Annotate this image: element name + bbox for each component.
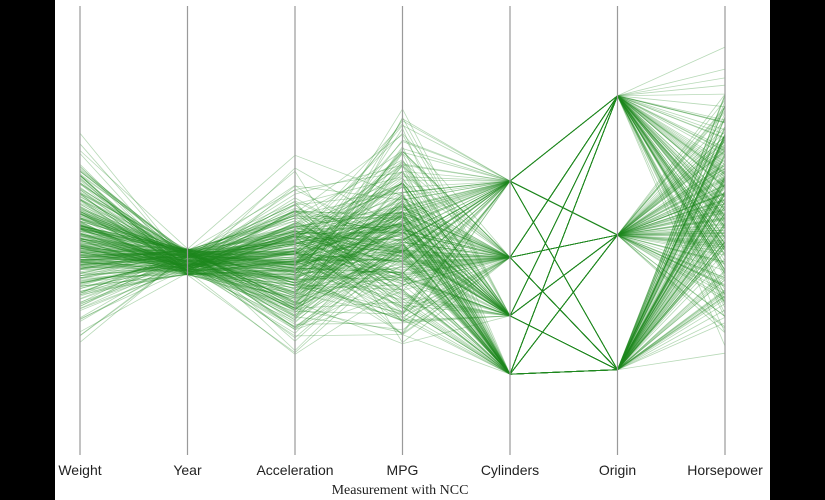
- axis-group: [79, 6, 726, 455]
- axis-label-origin: Origin: [599, 462, 636, 478]
- axis-label-cylinders: Cylinders: [481, 462, 539, 478]
- x-axis-title: Measurement with NCC: [332, 483, 469, 498]
- axis-label-weight: Weight: [58, 462, 101, 478]
- parallel-coordinates-chart: Weight Year Acceleration MPG Cylinders Origin…: [58, 6, 763, 498]
- axis-label-group: Weight Year Acceleration MPG Cylinders Origin…: [58, 462, 763, 478]
- axis-label-horsepower: Horsepower: [687, 462, 763, 478]
- axis-label-year: Year: [173, 462, 202, 478]
- parallel-coordinates-figure: Weight Year Acceleration MPG Cylinders Origin…: [55, 0, 770, 500]
- axis-label-acceleration: Acceleration: [256, 462, 333, 478]
- axis-label-mpg: MPG: [387, 462, 419, 478]
